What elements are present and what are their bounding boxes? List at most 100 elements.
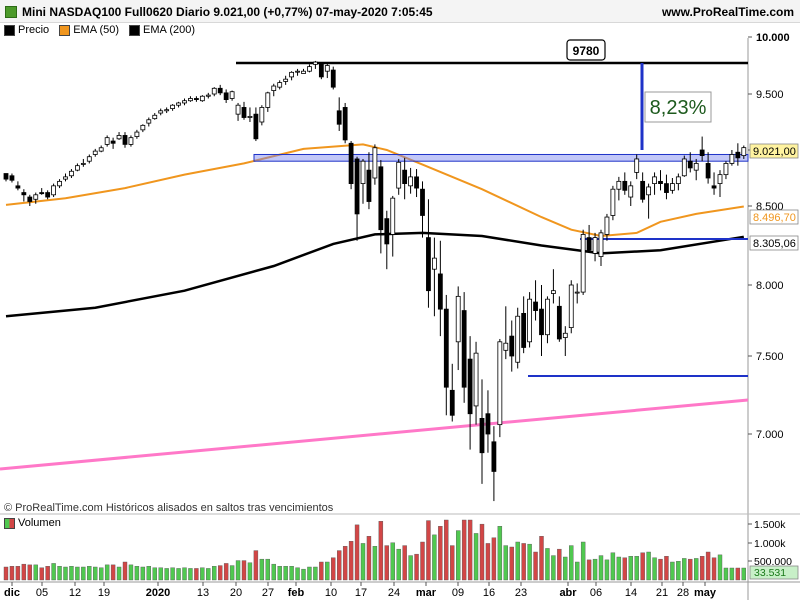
candle-body — [277, 82, 283, 88]
resistance-zone — [253, 153, 749, 162]
candle-body — [146, 119, 152, 124]
annotation-9780: 9780 — [573, 44, 600, 58]
volume-bar — [206, 568, 211, 581]
volume-bar — [545, 548, 550, 581]
site-url[interactable]: www.ProRealTime.com — [661, 5, 794, 19]
candle-body — [188, 98, 193, 102]
volume-bar — [610, 552, 616, 581]
x-tick-label: 19 — [98, 587, 110, 599]
candle-body — [92, 150, 98, 155]
candle-body — [235, 104, 241, 115]
legend-item-ema200[interactable]: EMA (200) — [129, 24, 195, 36]
volume-bar — [438, 526, 443, 581]
candle-body — [652, 176, 657, 185]
x-tick-label: 05 — [36, 587, 48, 599]
candle-body — [128, 137, 134, 145]
candle-body — [241, 107, 247, 118]
volume-bar — [580, 541, 586, 581]
trend-line — [0, 398, 749, 471]
candle-body — [437, 273, 443, 310]
annotation-box-9780 — [566, 39, 606, 61]
volume-bar — [604, 559, 610, 581]
candle-body — [443, 308, 449, 388]
annotation-box-pct — [644, 91, 712, 123]
volume-bar — [521, 543, 526, 581]
volume-bar — [176, 568, 181, 581]
candle-body — [354, 158, 360, 215]
ema-50-line — [5, 143, 744, 238]
candle-body — [556, 305, 562, 340]
candle-body — [366, 169, 372, 202]
legend-item-precio[interactable]: Precio — [4, 24, 49, 36]
candle-body — [616, 180, 622, 190]
volume-last-tag-bg — [749, 565, 799, 580]
candle-body — [741, 147, 747, 156]
volume-bar — [456, 530, 461, 581]
volume-bar — [503, 545, 508, 581]
x-tick-label: mar — [416, 587, 437, 599]
x-tick-label: 24 — [388, 587, 400, 599]
y-tick-label: 9.500 — [756, 89, 784, 101]
volume-bar — [592, 558, 598, 581]
volume-bar — [134, 566, 140, 581]
x-tick-label: 06 — [590, 587, 602, 599]
volume-bar — [694, 558, 699, 581]
legend: Precio EMA (50) EMA (200) — [0, 22, 195, 38]
candles — [3, 60, 747, 502]
candle-body — [199, 95, 205, 102]
x-tick-label: may — [694, 587, 717, 599]
ema200-price-tag: 8.305,06 — [753, 238, 796, 250]
volume-swatch — [4, 517, 15, 529]
candle-body — [455, 295, 461, 343]
volume-bar — [9, 566, 15, 581]
x-tick-label: 12 — [69, 587, 81, 599]
candle-body — [479, 417, 485, 454]
volume-bar — [325, 561, 330, 581]
volume-bar — [640, 552, 645, 581]
candle-body — [283, 78, 289, 82]
volume-bar — [509, 546, 514, 581]
volume-bar — [432, 534, 437, 581]
volume-bar — [81, 566, 86, 581]
volume-bar — [277, 566, 282, 581]
candle-body — [396, 161, 402, 189]
volume-bar — [212, 566, 217, 581]
x-tick-label: 2020 — [146, 587, 170, 599]
volume-bar — [271, 563, 276, 581]
candle-body — [39, 192, 45, 195]
volume-bar — [182, 567, 187, 581]
volume-bar — [319, 561, 324, 581]
legend-item-ema50[interactable]: EMA (50) — [59, 24, 119, 36]
volume-bar — [75, 566, 80, 581]
volume-bar — [414, 553, 419, 581]
candle-body — [693, 163, 699, 171]
volume-bar — [646, 551, 651, 581]
volume-bar — [622, 557, 627, 581]
candle-body — [509, 335, 515, 357]
volume-bar — [533, 551, 538, 581]
volume-bar — [164, 568, 169, 581]
last-price-tag-bg — [749, 143, 799, 159]
volume-bar — [676, 561, 681, 581]
volume-bar — [717, 554, 723, 581]
candle-body — [21, 192, 27, 196]
candle-body — [205, 94, 211, 97]
volume-bar — [33, 564, 38, 581]
volume-bar — [158, 567, 163, 581]
volume-bar — [575, 561, 580, 581]
x-tick-label: 28 — [677, 587, 689, 599]
volume-bar — [402, 545, 407, 581]
volume-legend[interactable]: Volumen — [4, 517, 61, 529]
volume-bars — [3, 519, 746, 581]
volume-bar — [110, 564, 116, 581]
candle-body — [420, 188, 425, 216]
x-axis-ticks: dic 05 12 19 2020 13 20 27 feb 10 17 24 mar 09 16 23 abr… — [4, 582, 717, 599]
volume-bar — [217, 565, 223, 581]
ema200-price-tag-bg — [749, 235, 799, 251]
candle-body — [158, 110, 164, 114]
legend-label-ema200: EMA (200) — [143, 24, 196, 36]
chart-toggle-checkbox[interactable] — [5, 6, 17, 18]
candle-body — [15, 185, 21, 189]
volume-bar — [15, 566, 21, 581]
